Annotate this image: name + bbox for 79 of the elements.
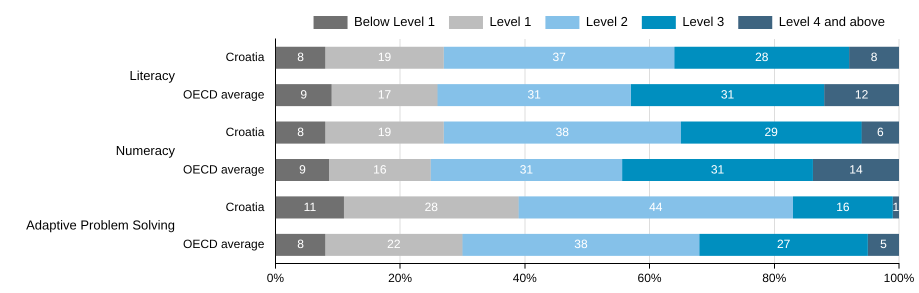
bar [329, 158, 431, 182]
data-label: 31 [527, 87, 542, 102]
data-label: 27 [776, 237, 791, 252]
text: Numeracy [116, 142, 176, 158]
bar [699, 234, 868, 256]
data-label: 8 [297, 237, 304, 252]
legend-label: Level 3 [682, 14, 724, 30]
y-tick-label: OECD average [182, 87, 265, 102]
data-label: 19 [378, 50, 392, 64]
bar [444, 122, 681, 144]
data-label: 38 [556, 124, 570, 139]
data-label: 8 [870, 50, 878, 64]
y-tick-label: OECD average [182, 162, 265, 176]
bar [680, 122, 862, 144]
bar [849, 46, 899, 69]
bar [331, 84, 438, 106]
data-label: 9 [300, 87, 308, 102]
bar [630, 84, 824, 106]
data-label: 37 [552, 50, 566, 64]
legend-label: Level 4 and above [778, 14, 886, 30]
bar [444, 46, 674, 69]
bar [812, 158, 899, 182]
x-tick-label: 0% [266, 271, 284, 286]
bar [674, 46, 850, 69]
data-label: 28 [424, 200, 438, 214]
y-tick-label: Croatia [226, 200, 265, 214]
bar [862, 122, 899, 144]
data-label: 1 [892, 200, 900, 214]
data-label: 8 [297, 50, 304, 64]
data-label: 38 [574, 237, 588, 252]
bar [276, 196, 344, 218]
bar [325, 46, 444, 69]
bar [430, 158, 622, 182]
x-tick-label: 80% [762, 271, 787, 286]
y-tick-label: OECD average [182, 237, 265, 252]
bar [438, 84, 631, 106]
data-label: 22 [387, 237, 401, 252]
bar [325, 234, 462, 256]
bar [344, 196, 519, 218]
legend-label: Level 1 [489, 14, 532, 30]
y-tick-label: Croatia [226, 124, 265, 139]
legend-label: Level 2 [586, 14, 628, 30]
bar [276, 158, 329, 182]
x-tick-label: 100% [884, 271, 915, 286]
bar [868, 234, 899, 256]
data-label: 12 [854, 87, 869, 102]
data-label: 17 [378, 87, 392, 102]
bar [622, 158, 813, 182]
data-label: 8 [297, 124, 304, 139]
data-label: 5 [880, 237, 888, 252]
bar [276, 84, 332, 106]
data-label: 31 [710, 162, 725, 176]
data-label: 16 [373, 162, 387, 176]
x-tick-label: 20% [388, 271, 412, 286]
data-label: 9 [299, 162, 306, 176]
bar [824, 84, 899, 106]
data-label: 29 [764, 124, 778, 139]
text: Literacy [129, 68, 176, 84]
bar [792, 196, 893, 218]
bar [276, 122, 326, 144]
data-label: 11 [304, 200, 316, 214]
data-label: 44 [649, 200, 663, 214]
bar [276, 234, 326, 256]
data-label: 16 [836, 200, 850, 214]
bar [518, 196, 793, 218]
text: Adaptive Problem Solving [26, 218, 175, 233]
bar [276, 46, 326, 69]
x-tick-label: 60% [638, 271, 662, 286]
bar [462, 234, 700, 256]
x-tick-label: 40% [512, 271, 538, 286]
data-label: 19 [378, 124, 392, 139]
data-label: 31 [720, 87, 734, 102]
data-label: 28 [755, 50, 769, 64]
bar [325, 122, 444, 144]
data-label: 6 [876, 124, 884, 139]
data-label: 14 [849, 162, 863, 176]
y-tick-label: Croatia [226, 50, 265, 64]
data-label: 31 [520, 162, 534, 176]
legend-label: Below Level 1 [354, 14, 435, 30]
